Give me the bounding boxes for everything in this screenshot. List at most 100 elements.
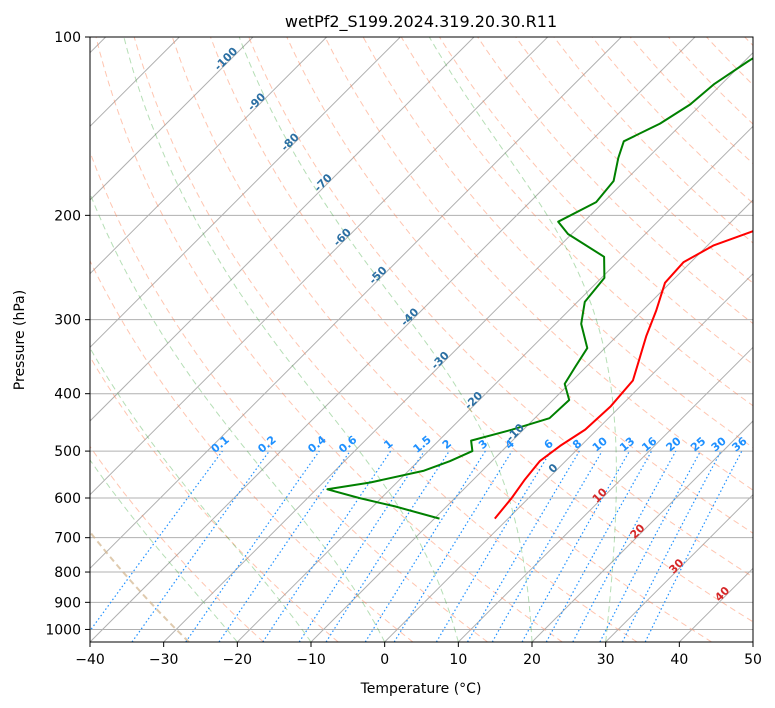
- dry-adiabat-line: [362, 37, 753, 449]
- dry-adiabat-line: [591, 37, 753, 204]
- dry-adiabat-line: [744, 37, 753, 47]
- mixing-ratio-label: 1.5: [411, 433, 434, 455]
- isotherm-line: [90, 37, 328, 275]
- isotherm-line: [90, 37, 696, 642]
- dry-adiabat-line: [706, 37, 753, 86]
- dry-adiabat-line: [95, 37, 563, 642]
- x-tick-label: −10: [296, 652, 326, 668]
- dry-adiabat-line: [90, 530, 190, 642]
- moist-adiabat-line: [238, 37, 533, 642]
- isotherm-line: [605, 493, 753, 642]
- dry-adiabat-line: [400, 37, 753, 407]
- x-tick-label: 40: [670, 652, 688, 668]
- dry-adiabat-line: [90, 445, 264, 642]
- dry-adiabat-label: -90: [245, 90, 268, 113]
- moist-adiabat-label: 20: [628, 521, 648, 541]
- dry-adiabat-line: [668, 37, 753, 125]
- mixing-ratio-label: 8: [570, 437, 584, 452]
- dry-adiabat-line: [553, 37, 753, 244]
- temperature-profile-line: [494, 230, 753, 520]
- isotherm-line: [752, 641, 753, 642]
- y-axis-label: Pressure (hPa): [12, 290, 28, 390]
- isotherm-line: [90, 37, 475, 422]
- dry-adiabat-label: -80: [279, 130, 302, 153]
- dewpoint-profile-line: [326, 57, 753, 520]
- dry-adiabat-line: [133, 37, 638, 642]
- x-tick-label: −30: [149, 652, 179, 668]
- mixing-ratio-line: [262, 450, 392, 642]
- moist-adiabat-line: [90, 459, 238, 642]
- chart-title: wetPf2_S199.2024.319.20.30.R11: [285, 12, 557, 32]
- mixing-ratio-line: [325, 450, 450, 642]
- isotherm-line: [163, 51, 753, 642]
- moist-adiabat-line: [428, 37, 617, 642]
- isotherm-line: [236, 125, 753, 642]
- mixing-ratio-line: [298, 450, 425, 642]
- isotherm-line: [678, 567, 753, 642]
- mixing-ratio-line: [521, 450, 631, 642]
- x-tick-label: −20: [223, 652, 253, 668]
- x-tick-label: 20: [523, 652, 541, 668]
- y-tick-label: 700: [54, 531, 81, 547]
- isotherm-line: [457, 346, 753, 642]
- dry-adiabat-line: [515, 37, 753, 284]
- isotherm-line: [310, 199, 753, 642]
- x-tick-label: 30: [597, 652, 615, 668]
- moist-adiabat-label: 30: [666, 556, 686, 576]
- dry-adiabat-label: -20: [462, 389, 485, 412]
- mixing-ratio-label: 3: [476, 437, 490, 452]
- mixing-ratio-line: [491, 450, 603, 642]
- y-tick-label: 400: [54, 387, 81, 403]
- x-tick-label: 0: [380, 652, 389, 668]
- y-tick-label: 800: [54, 565, 81, 581]
- mixing-ratio-line: [599, 450, 702, 642]
- isotherm-line: [531, 420, 753, 642]
- x-tick-label: 10: [449, 652, 467, 668]
- dry-adiabat-line: [171, 37, 712, 642]
- y-tick-label: 500: [54, 444, 81, 460]
- x-tick-label: 50: [744, 652, 762, 668]
- mixing-ratio-line: [466, 450, 580, 642]
- mixing-ratio-line: [435, 450, 552, 642]
- mixing-ratio-label: 2: [440, 437, 454, 452]
- y-axis: 100 200 300 400 500 600 700 800 900 1000: [45, 30, 90, 638]
- isotherm-line: [384, 272, 753, 642]
- isotherm-line: [90, 37, 401, 349]
- mixing-ratio-line: [131, 450, 270, 642]
- dry-adiabat-line: [248, 37, 753, 578]
- mixing-ratio-label: 0.6: [336, 433, 360, 456]
- mixing-ratio-line: [90, 450, 223, 632]
- mixing-ratio-line: [364, 450, 486, 642]
- dry-adiabat-label: -40: [398, 305, 421, 328]
- dry-adiabat-label: -60: [331, 226, 354, 249]
- x-axis: −40 −30 −20 −10 0 10 20 30 40 50: [75, 642, 762, 668]
- moist-adiabat-line: [90, 192, 386, 642]
- isotherm-line: [90, 37, 254, 201]
- y-tick-label: 600: [54, 491, 81, 507]
- y-tick-label: 200: [54, 208, 81, 224]
- dry-adiabat-label: -50: [366, 264, 389, 287]
- background-lines: [90, 37, 753, 642]
- dry-adiabat-line: [90, 150, 488, 642]
- mixing-ratio-label: 0.4: [305, 433, 329, 456]
- x-axis-label: Temperature (°C): [360, 681, 482, 697]
- profile-lines: [326, 57, 753, 520]
- moist-adiabat-label: 40: [712, 584, 732, 604]
- isotherm-line: [90, 37, 549, 496]
- x-tick-label: −40: [75, 652, 105, 668]
- dry-adiabat-label: -100: [212, 44, 241, 73]
- dry-adiabat-line: [629, 37, 753, 165]
- moist-adiabat-line: [90, 347, 312, 642]
- plot-frame: [89, 36, 754, 643]
- y-tick-label: 300: [54, 313, 81, 329]
- isotherm-line: [90, 37, 622, 570]
- y-tick-label: 900: [54, 595, 81, 611]
- mixing-ratio-line: [393, 450, 513, 642]
- mixing-ratio-line: [185, 450, 320, 642]
- moist-adiabat-label: 10: [590, 485, 610, 505]
- moist-adiabat-line: [123, 37, 459, 642]
- dry-adiabat-line: [477, 37, 753, 325]
- dry-adiabat-line: [90, 355, 339, 642]
- mixing-ratio-line: [572, 450, 677, 642]
